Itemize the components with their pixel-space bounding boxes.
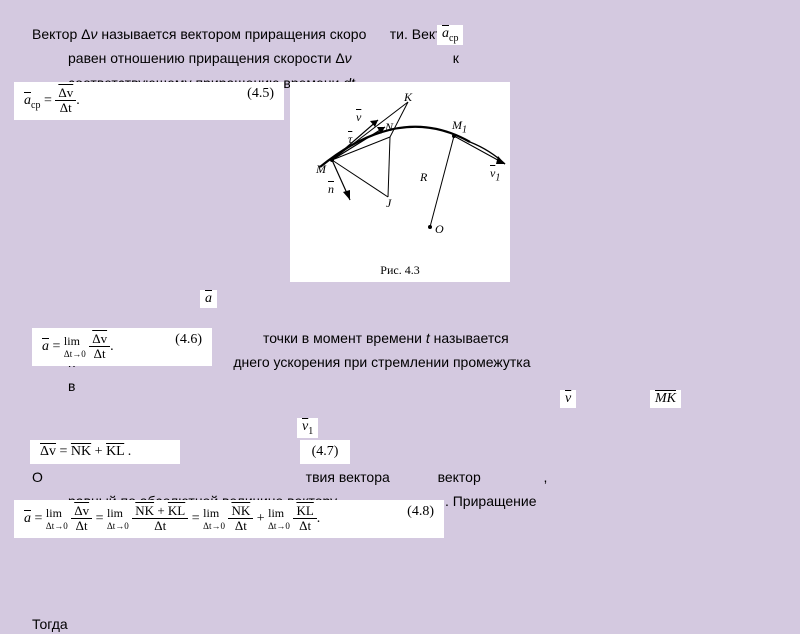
f46-limsub: Δt→0 bbox=[64, 350, 86, 359]
f47-period: . bbox=[124, 444, 131, 459]
para3-b: твия вектора bbox=[306, 469, 390, 485]
f48-lim1: lim bbox=[46, 506, 62, 520]
f48-t1d: Δt bbox=[71, 519, 92, 533]
f48-lim2s: Δt→0 bbox=[107, 522, 129, 531]
lbl-M1-sub: 1 bbox=[462, 124, 467, 135]
lbl-v1: v1 bbox=[490, 166, 500, 183]
formula-4-7: Δv = NK + KL . bbox=[30, 440, 180, 464]
f48-lim1s: Δt→0 bbox=[46, 522, 68, 531]
f47-kl: KL bbox=[106, 444, 124, 459]
f48-lhs: a bbox=[24, 511, 31, 526]
sym-acp-a: a bbox=[442, 26, 449, 41]
lbl-v1-sub: 1 bbox=[495, 172, 500, 183]
lbl-tau-txt: τ bbox=[348, 132, 352, 146]
f48-t3d: Δt bbox=[228, 519, 253, 533]
f46-lhs: a bbox=[42, 339, 49, 354]
sym-a-txt: a bbox=[205, 291, 212, 306]
f47-lhs: Δv bbox=[40, 444, 56, 459]
para1-l2a: равен отношению приращения скорости Δ bbox=[68, 50, 345, 66]
para3-l2b: . Приращение bbox=[445, 493, 537, 509]
f48-t4d: Δt bbox=[293, 519, 316, 533]
lbl-O: O bbox=[435, 222, 444, 237]
f48-t1n: Δv bbox=[74, 503, 89, 518]
f46-label: (4.6) bbox=[175, 332, 202, 348]
lbl-N: N bbox=[385, 120, 393, 135]
sym-v-txt: v bbox=[565, 391, 571, 406]
f45-label: (4.5) bbox=[247, 86, 274, 102]
sym-acp: acp bbox=[437, 25, 463, 45]
para4: Тогда bbox=[32, 614, 768, 634]
formula-4-6: a = lim Δt→0 Δv Δt . (4.6) bbox=[32, 328, 212, 366]
f48-t3n: NK bbox=[231, 503, 250, 518]
f48-t2nb: KL bbox=[168, 503, 185, 518]
para1-line2: равен отношению приращения скорости Δν к bbox=[32, 48, 768, 68]
f46-den: Δt bbox=[89, 347, 110, 361]
sym-v1-sub: 1 bbox=[308, 426, 313, 437]
diagram-4-3: K N M M1 R J O v v1 τ n Рис. 4.3 bbox=[290, 82, 510, 282]
lbl-M1-m: M bbox=[452, 118, 462, 132]
para3-a: О bbox=[32, 469, 43, 485]
lbl-M: M bbox=[316, 162, 326, 177]
para1-b: называется вектором приращения скоро bbox=[97, 26, 366, 42]
f47-label: (4.7) bbox=[312, 444, 339, 459]
sym-a: a bbox=[200, 290, 217, 308]
f47-nk: NK bbox=[71, 444, 91, 459]
para3-line1: О твия вектора вектор , bbox=[32, 467, 768, 487]
f48-lim2: lim bbox=[107, 506, 123, 520]
para1-line1: Вектор Δν называется вектором приращения… bbox=[32, 24, 768, 44]
para2-c: называется bbox=[430, 330, 509, 346]
lbl-K: K bbox=[404, 90, 412, 105]
sym-v1: v1 bbox=[297, 418, 318, 438]
para2-l2b: днего ускорения при стремлении промежутк… bbox=[233, 354, 530, 370]
lbl-tau: τ bbox=[348, 132, 352, 147]
sym-mk: MK bbox=[650, 390, 681, 408]
lbl-v-txt: v bbox=[356, 110, 361, 124]
lbl-M1: M1 bbox=[452, 118, 467, 135]
para2-l3: в bbox=[68, 378, 75, 394]
formula-4-7-label: (4.7) bbox=[300, 440, 350, 464]
f46-frac: Δv Δt bbox=[89, 332, 110, 362]
lbl-n: n bbox=[328, 182, 334, 197]
para3-d: , bbox=[544, 469, 548, 485]
para1-a: Вектор Δ bbox=[32, 26, 90, 42]
f48-lim3: lim bbox=[203, 506, 219, 520]
f48-t4n: KL bbox=[296, 503, 313, 518]
f46-num: Δv bbox=[92, 331, 107, 346]
f48-label: (4.8) bbox=[407, 504, 434, 520]
lbl-v: v bbox=[356, 110, 361, 125]
para4-txt: Тогда bbox=[32, 616, 68, 632]
f45-num: Δv bbox=[58, 85, 73, 100]
para2-b: точки в момент времени bbox=[263, 330, 426, 346]
f45-frac: Δv Δt bbox=[55, 86, 76, 116]
f48-t2na: NK bbox=[135, 503, 154, 518]
sym-acp-sub: cp bbox=[449, 33, 458, 44]
formula-4-5: acp = Δv Δt . (4.5) bbox=[14, 82, 284, 120]
para1-l2b: к bbox=[449, 50, 459, 66]
f47-plus: + bbox=[91, 444, 106, 459]
f45-eq: = bbox=[40, 93, 55, 108]
f48-lim4: lim bbox=[268, 506, 284, 520]
f46-lim: lim bbox=[64, 334, 80, 348]
f48-t2d: Δt bbox=[132, 519, 188, 533]
fig-caption: Рис. 4.3 bbox=[290, 263, 510, 278]
sym-v: v bbox=[560, 390, 576, 408]
f45-lhs: a bbox=[24, 93, 31, 108]
para1-l2nu: ν bbox=[345, 50, 352, 66]
formula-4-8: a = limΔt→0 ΔvΔt = limΔt→0 NK + KLΔt = l… bbox=[14, 500, 444, 538]
f45-den: Δt bbox=[55, 101, 76, 115]
f48-lim4s: Δt→0 bbox=[268, 522, 290, 531]
f47-eq: = bbox=[56, 444, 71, 459]
lbl-n-txt: n bbox=[328, 182, 334, 196]
f48-lim3s: Δt→0 bbox=[203, 522, 225, 531]
lbl-J: J bbox=[386, 196, 391, 211]
lbl-R: R bbox=[420, 170, 427, 185]
sym-mk-txt: MK bbox=[655, 391, 676, 406]
f45-period: . bbox=[76, 93, 80, 108]
para3-c: вектор bbox=[438, 469, 481, 485]
